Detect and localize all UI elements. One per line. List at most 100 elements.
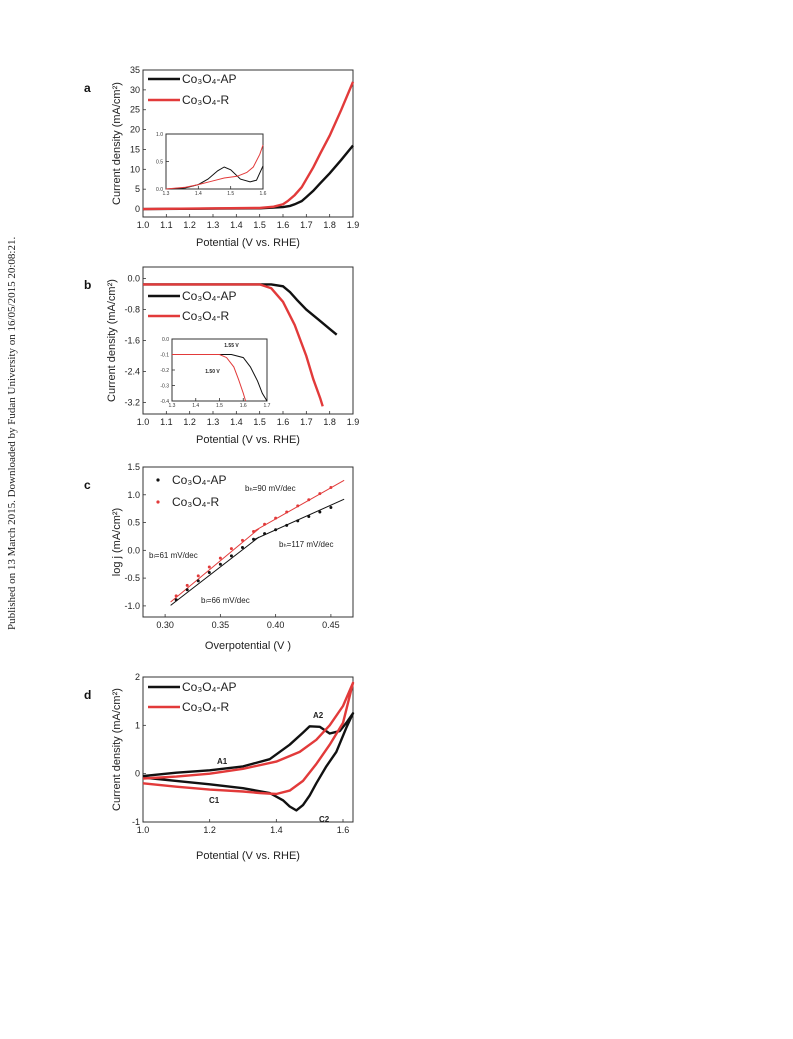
panel-c-y-tick-label: 1.0 (127, 490, 140, 500)
panel-b-inset-x-tick-label: 1.5 (216, 403, 223, 409)
panel-c-data-point (196, 579, 200, 583)
panel-b-inset-series-line (172, 354, 268, 402)
panel-c-slope-label: bₕ=117 mV/dec (279, 540, 333, 549)
panel-d-series-line (142, 681, 355, 796)
panel-c-x-tick-label: 0.35 (212, 620, 230, 630)
panel-c-slope-label: bₗ=66 mV/dec (201, 596, 250, 605)
panel-d-peak-label: A2 (313, 711, 324, 720)
panel-c-fit-line (170, 528, 260, 603)
panel-b-inset-onset-label: 1.55 V (224, 343, 239, 349)
panel-b-y-tick-label: -0.8 (124, 305, 140, 315)
panel-c-slope-label: bₗ=61 mV/dec (149, 551, 198, 560)
panel-d-x-tick-label: 1.2 (203, 825, 216, 835)
panel-c-y-tick-label: 0.0 (127, 545, 140, 555)
panel-b-inset-series-line (172, 354, 247, 402)
panel-d-y-tick-label: 2 (135, 672, 140, 682)
panel-c-legend-label: Co₃O₄-R (172, 495, 219, 509)
panel-c-data-point (296, 504, 300, 508)
panel-b-inset-y-tick-label: -0.2 (160, 368, 169, 374)
panel-a-y-tick-label: 20 (130, 125, 140, 135)
panel-c-data-point (240, 538, 244, 542)
panel-c-x-axis-label: Overpotential (V ) (205, 640, 291, 652)
panel-a-inset-y-tick-label: 0.5 (156, 160, 163, 166)
panel-c-data-point (263, 522, 267, 526)
panel-a-x-tick-label: 1.8 (323, 220, 336, 230)
panel-a-y-tick-label: 0 (135, 204, 140, 214)
panel-b-inset-onset-label: 1.50 V (205, 369, 220, 375)
panel-a-inset-x-tick-label: 1.4 (195, 191, 202, 197)
panel-a-inset-x-tick-label: 1.6 (260, 191, 267, 197)
panel-b-x-tick-label: 1.1 (160, 417, 173, 427)
panel-b-inset: 1.3 1.4 1.5 1.6 1.7 0.0 -0.1 -0.2 -0.3 -0.4 1.55 V… (160, 337, 270, 409)
panel-c-data-point (274, 516, 278, 520)
panel-d-letter: d (84, 688, 91, 702)
panel-a-letter: a (84, 81, 91, 95)
panel-a-x-tick-label: 1.3 (207, 220, 220, 230)
panel-c-y-tick-label: 1.5 (127, 462, 140, 472)
panel-a-inset-series-line (165, 165, 264, 190)
panel-d-y-axis-label: Current density (mA/cm²) (111, 688, 123, 811)
chart-panel-a: a 1.0 1.1 1.2 1.3 1.4 1.5 1.6 1.7 1.8 1.9 0 5 10 15 20 2… (84, 65, 359, 249)
panel-c-letter: c (84, 478, 91, 492)
panel-b-y-tick-label: -1.6 (124, 336, 140, 346)
panel-d-x-tick-label: 1.4 (270, 825, 283, 835)
panel-b-series-line (143, 283, 324, 407)
chart-panel-b: b 1.0 1.1 1.2 1.3 1.4 1.5 1.6 1.7 1.8 1.9 0.0 -0.8 -1… (84, 266, 360, 446)
panel-a-series-line (142, 144, 354, 211)
panel-c-data-point (285, 510, 289, 514)
panel-d-series-line (142, 712, 355, 812)
panel-b-series-line (143, 283, 338, 336)
panel-c-frame (142, 466, 354, 618)
panel-a-y-tick-label: 5 (135, 184, 140, 194)
panel-a-x-tick-label: 1.6 (277, 220, 290, 230)
panel-c-fit-line (170, 536, 260, 606)
panel-b-y-tick-label: -2.4 (124, 366, 140, 376)
panel-d-x-tick-label: 1.0 (137, 825, 150, 835)
panel-a-x-tick-label: 1.5 (253, 220, 266, 230)
panel-a-x-tick-label: 1.0 (137, 220, 150, 230)
panel-d-x-tick-label: 1.6 (337, 825, 350, 835)
panel-b-x-tick-label: 1.0 (137, 417, 150, 427)
panel-d-legend-label: Co₃O₄-R (182, 700, 229, 714)
panel-c-data-point (218, 556, 222, 560)
panel-c-slope-label: bₕ=90 mV/dec (245, 484, 296, 493)
panel-a-y-tick-label: 10 (130, 164, 140, 174)
panel-b-x-tick-label: 1.7 (300, 417, 313, 427)
panel-a-x-tick-label: 1.1 (160, 220, 173, 230)
panel-b-x-axis-label: Potential (V vs. RHE) (196, 434, 300, 446)
panel-c-data-point (174, 598, 178, 602)
panel-a-y-tick-label: 35 (130, 65, 140, 75)
panel-a-inset-y-tick-label: 0.0 (156, 187, 163, 193)
panel-a-x-tick-label: 1.4 (230, 220, 243, 230)
panel-b-x-tick-label: 1.3 (207, 417, 220, 427)
panel-c-legend-marker (156, 500, 160, 504)
panel-c-legend-label: Co₃O₄-AP (172, 473, 226, 487)
panel-b-y-tick-label: 0.0 (127, 274, 140, 284)
panel-c-data-point (207, 571, 211, 575)
panel-c-y-tick-label: 0.5 (127, 518, 140, 528)
panel-a-y-tick-label: 25 (130, 105, 140, 115)
panel-c-data-point (185, 588, 189, 592)
panel-c-data-point (240, 546, 244, 550)
panel-c-legend-marker (156, 478, 160, 482)
panel-d-peak-label: A1 (217, 757, 228, 766)
panel-b-y-tick-label: -3.2 (124, 397, 140, 407)
panel-d-peak-label: C2 (319, 815, 330, 824)
panel-b-letter: b (84, 278, 91, 292)
panel-b-y-axis-label: Current density (mA/cm²) (106, 279, 118, 402)
panel-a-inset: 1.3 1.4 1.5 1.6 0.0 0.5 1.0 (156, 132, 267, 197)
panel-a-legend-label: Co₃O₄-AP (182, 72, 236, 86)
panel-c-data-point (229, 554, 233, 558)
panel-a-y-tick-label: 30 (130, 85, 140, 95)
panel-b-inset-y-tick-label: -0.1 (160, 353, 169, 359)
chart-panel-c: c 0.30 0.35 0.40 0.45 -1.0 -0.5 0.0 0.5 1.0 1.5 Ove… (84, 462, 354, 652)
panel-b-frame (142, 266, 354, 415)
panel-d-y-tick-label: 0 (135, 769, 140, 779)
panel-c-data-point (252, 529, 256, 533)
panel-c-fit-line (253, 498, 345, 541)
panel-b-legend-label: Co₃O₄-AP (182, 289, 236, 303)
panel-d-peak-label: C1 (209, 796, 220, 805)
panel-a-x-tick-label: 1.7 (300, 220, 313, 230)
panel-a-y-axis-label: Current density (mA/cm²) (111, 82, 123, 205)
panel-b-x-tick-label: 1.9 (347, 417, 360, 427)
